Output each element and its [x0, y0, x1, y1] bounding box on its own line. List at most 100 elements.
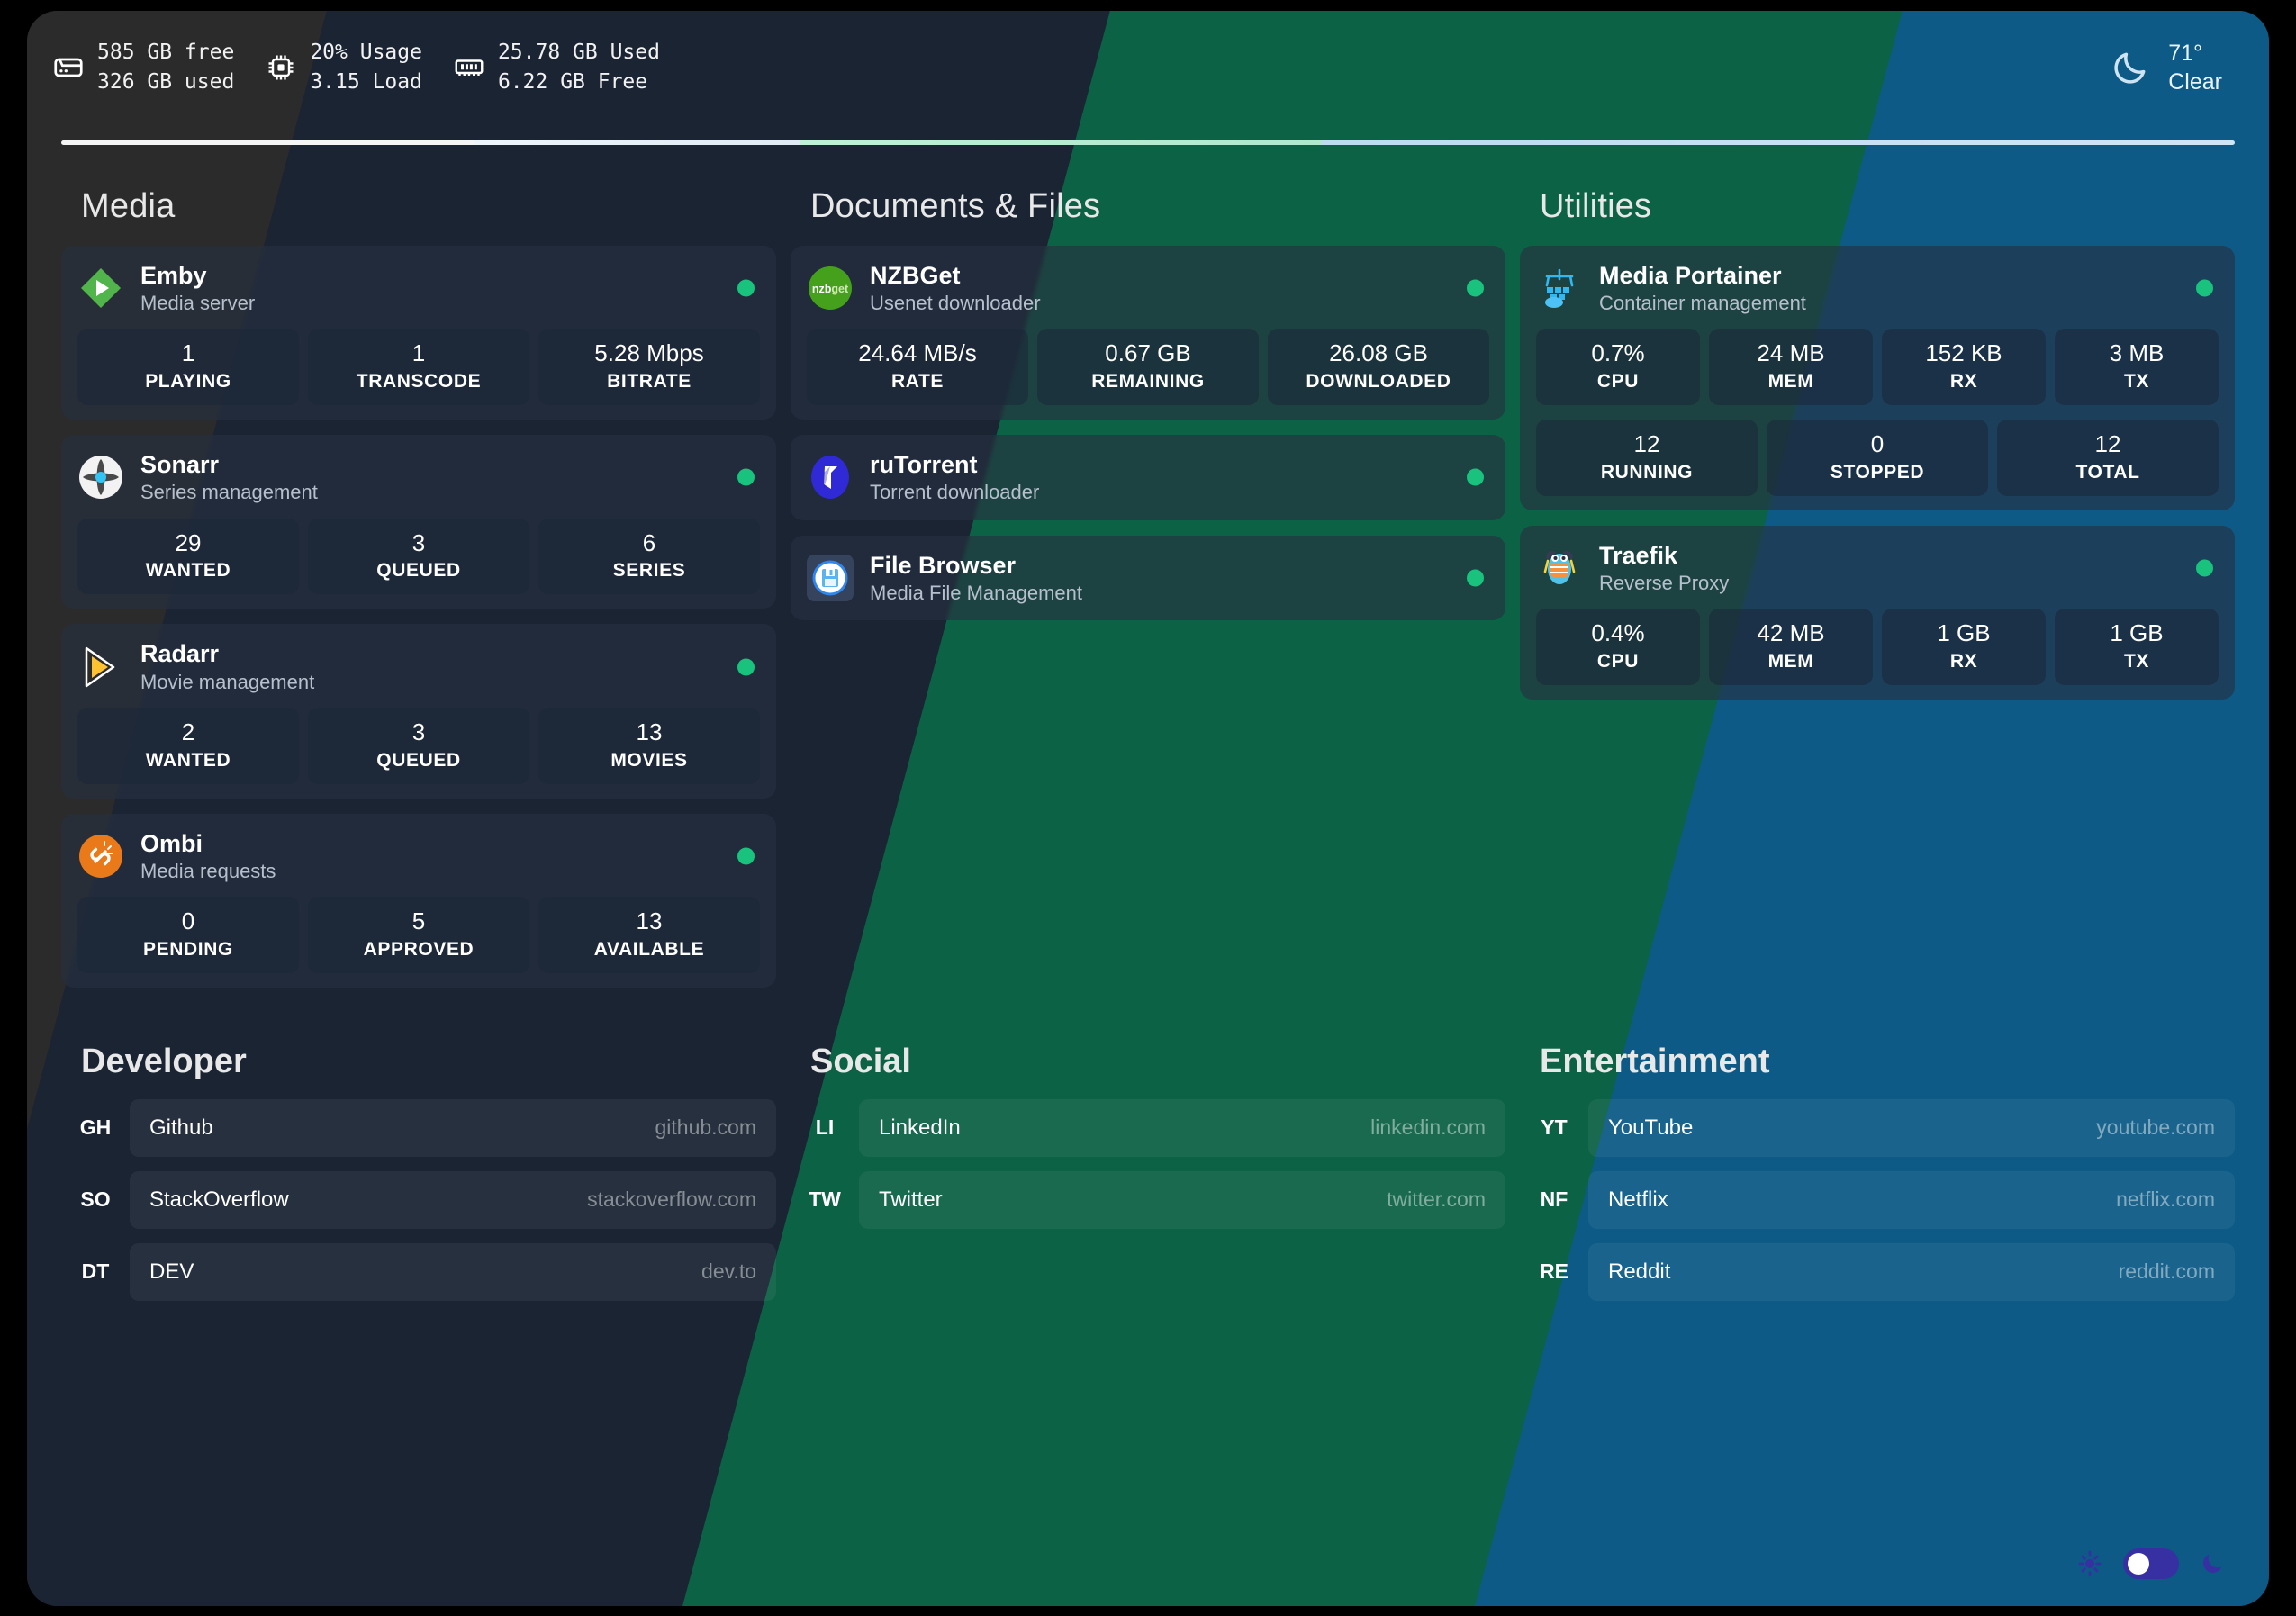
service-stats-row: 29 WANTED 3 QUEUED 6 SERIES — [77, 518, 760, 595]
section-title: Documents & Files — [810, 187, 1101, 225]
sonarr-logo — [77, 454, 124, 501]
cpu-icon — [265, 51, 297, 84]
stat-value: 2 — [181, 718, 195, 745]
stat-label: DOWNLOADED — [1306, 371, 1451, 393]
service-card[interactable]: nzbget NZBGet Usenet downloader 24.64 MB/s R… — [791, 246, 1505, 420]
bookmark-item[interactable]: NF Netflix netflix.com — [1520, 1170, 2235, 1229]
bookmark-item[interactable]: YT YouTube youtube.com — [1520, 1098, 2235, 1157]
bookmark-group-title: Social — [810, 1042, 911, 1080]
service-name: Emby — [140, 262, 207, 289]
service-card-text: Radarr Movie management — [140, 640, 314, 692]
dashboard-content: Media Emby Media server 1 PLAYING 1 TRANSCODE 5… — [27, 144, 2269, 1606]
bookmark-item[interactable]: LI LinkedIn linkedin.com — [791, 1098, 1505, 1157]
service-card[interactable]: Ombi Media requests 0 PENDING 5 APPROVED 13 AVA… — [61, 813, 776, 988]
service-stats-row: 1 PLAYING 1 TRANSCODE 5.28 Mbps BITRATE — [77, 329, 760, 406]
status-indicator-online — [2196, 559, 2213, 577]
service-description: Container management — [1599, 292, 1806, 315]
bookmark-name: StackOverflow — [149, 1187, 289, 1212]
stat-box: 3 MB TX — [2055, 329, 2219, 406]
bookmark-name: Github — [149, 1115, 213, 1140]
stat-label: RX — [1949, 371, 1978, 393]
stat-label: QUEUED — [376, 749, 461, 771]
service-card[interactable]: ruTorrent Torrent downloader — [791, 435, 1505, 520]
service-card[interactable]: Traefik Reverse Proxy 0.4% CPU 42 MB MEM 1 GB R… — [1520, 526, 2235, 700]
bookmark-name: LinkedIn — [879, 1115, 961, 1140]
stat-label: TRANSCODE — [356, 371, 482, 393]
bookmark-item[interactable]: TW Twitter twitter.com — [791, 1170, 1505, 1229]
service-card-text: ruTorrent Torrent downloader — [870, 451, 1039, 503]
bookmark-body[interactable]: DEV dev.to — [130, 1242, 776, 1301]
stat-label: RUNNING — [1600, 462, 1694, 483]
service-description: Media server — [140, 292, 256, 315]
service-card[interactable]: Sonarr Series management 29 WANTED 3 QUEUED 6 S… — [61, 435, 776, 609]
stat-value: 3 — [411, 718, 426, 745]
bookmark-abbr: LI — [815, 1115, 835, 1140]
stat-box: 13 MOVIES — [538, 707, 760, 784]
bookmark-name: Netflix — [1608, 1187, 1668, 1212]
stat-box: 3 QUEUED — [308, 518, 529, 595]
stat-label: TOTAL — [2075, 462, 2140, 483]
weather-temperature: 71° — [2168, 40, 2203, 66]
bookmark-body[interactable]: Github github.com — [130, 1098, 776, 1157]
bookmark-body[interactable]: Netflix netflix.com — [1588, 1170, 2235, 1229]
dark-mode-moon-icon[interactable] — [2199, 1550, 2226, 1577]
bookmark-item[interactable]: SO StackOverflow stackoverflow.com — [61, 1170, 776, 1229]
stat-label: CPU — [1596, 651, 1640, 673]
stat-label: PENDING — [143, 938, 233, 960]
stat-label: RX — [1949, 651, 1978, 673]
stat-label: APPROVED — [363, 938, 475, 960]
service-card[interactable]: Media Portainer Container management 0.7% C… — [1520, 246, 2235, 511]
service-description: Movie management — [140, 670, 315, 693]
ombi-logo — [77, 833, 124, 880]
bookmark-group-entertainment: Entertainment YT YouTube youtube.com NF Netfl… — [1520, 1043, 2235, 1315]
stat-value: 1 — [181, 339, 195, 367]
section-title: Utilities — [1540, 187, 1652, 225]
stat-label: STOPPED — [1830, 462, 1925, 483]
services-column-documents-files: Documents & Files nzbget NZBGet Usenet down… — [791, 187, 1505, 1003]
stat-value: 0.7% — [1591, 339, 1645, 367]
bookmark-item[interactable]: GH Github github.com — [61, 1098, 776, 1157]
weather-text: 71° Clear — [2168, 39, 2222, 97]
bookmark-body[interactable]: Reddit reddit.com — [1588, 1242, 2235, 1301]
bookmark-body[interactable]: YouTube youtube.com — [1588, 1098, 2235, 1157]
bookmark-item[interactable]: RE Reddit reddit.com — [1520, 1242, 2235, 1301]
service-description: Series management — [140, 481, 318, 504]
bookmark-name: Reddit — [1608, 1259, 1671, 1284]
stat-box: 0.4% CPU — [1536, 609, 1700, 686]
stat-label: TX — [2123, 651, 2150, 673]
service-stats-row: 2 WANTED 3 QUEUED 13 MOVIES — [77, 707, 760, 784]
stat-box: 13 AVAILABLE — [538, 897, 760, 973]
stat-box: 6 SERIES — [538, 518, 760, 595]
service-name: ruTorrent — [870, 451, 978, 479]
stat-box: 1 GB TX — [2055, 609, 2219, 686]
emby-logo — [77, 265, 124, 311]
status-indicator-online — [1467, 279, 1484, 297]
bookmark-abbr: TW — [809, 1187, 841, 1212]
bookmark-body[interactable]: LinkedIn linkedin.com — [859, 1098, 1505, 1157]
stat-box: 3 QUEUED — [308, 707, 529, 784]
stat-label: RATE — [890, 371, 944, 393]
service-name: Traefik — [1599, 542, 1678, 570]
service-card-header: Radarr Movie management — [77, 640, 760, 693]
bookmark-url: twitter.com — [1387, 1187, 1486, 1212]
stat-label: REMAINING — [1091, 371, 1205, 393]
service-card[interactable]: Radarr Movie management 2 WANTED 3 QUEUED 13 MO… — [61, 624, 776, 799]
service-card[interactable]: File Browser Media File Management — [791, 535, 1505, 620]
moon-icon — [2111, 48, 2150, 87]
service-card-header: Sonarr Series management — [77, 451, 760, 503]
stat-box: 5.28 Mbps BITRATE — [538, 329, 760, 406]
bookmark-url: youtube.com — [2096, 1115, 2215, 1140]
service-description: Torrent downloader — [870, 481, 1040, 504]
service-card[interactable]: Emby Media server 1 PLAYING 1 TRANSCODE 5.28 M… — [61, 246, 776, 420]
section-title: Media — [81, 187, 176, 225]
disk-icon — [52, 51, 85, 84]
theme-toggle[interactable] — [2123, 1548, 2179, 1579]
bookmark-body[interactable]: StackOverflow stackoverflow.com — [130, 1170, 776, 1229]
theme-switcher[interactable] — [2076, 1548, 2226, 1579]
header-divider — [61, 140, 2235, 145]
bookmark-item[interactable]: DT DEV dev.to — [61, 1242, 776, 1301]
service-card-header: Emby Media server — [77, 262, 760, 314]
service-stats-row: 0.4% CPU 42 MB MEM 1 GB RX 1 GB TX — [1536, 609, 2219, 686]
sun-icon[interactable] — [2076, 1550, 2103, 1577]
bookmark-body[interactable]: Twitter twitter.com — [859, 1170, 1505, 1229]
